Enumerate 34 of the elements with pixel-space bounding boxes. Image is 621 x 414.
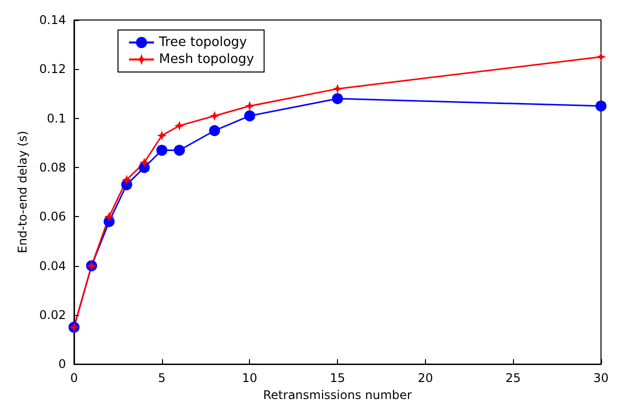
x-tick-label: 20	[418, 371, 433, 386]
point	[158, 132, 166, 140]
point	[175, 122, 184, 130]
y-tick-label: 0	[58, 357, 66, 372]
y-tick-label: 0.04	[39, 258, 66, 273]
point	[332, 93, 343, 104]
y-tick-label: 0.12	[39, 62, 66, 76]
legend-label: Tree topology	[158, 35, 248, 50]
x-tick-label: 15	[330, 371, 346, 386]
y-tick-label: 0.1	[46, 111, 66, 126]
point	[246, 102, 254, 110]
point	[209, 125, 220, 136]
x-tick-label: 30	[593, 371, 609, 386]
x-tick-label: 25	[506, 371, 521, 386]
point	[140, 158, 148, 167]
point	[597, 52, 605, 61]
point	[105, 212, 114, 221]
point	[244, 110, 256, 122]
x-tick-label: 5	[158, 371, 166, 386]
point	[174, 144, 185, 156]
point	[156, 144, 168, 156]
point	[122, 176, 131, 184]
x-tick-label: 10	[242, 371, 258, 386]
x-tick-label: 0	[70, 371, 78, 386]
y-axis-title: End-to-end delay (s)	[15, 130, 30, 254]
y-tick-label: 0.02	[39, 308, 66, 322]
legend-label: Mesh topology	[159, 52, 254, 67]
y-tick-label: 0.06	[39, 210, 66, 224]
y-tick-label: 0.14	[39, 13, 66, 27]
point	[334, 84, 342, 93]
y-tick-label: 0.08	[39, 160, 66, 174]
point	[210, 112, 219, 120]
x-axis-title: Retransmissions number	[263, 388, 412, 402]
point	[596, 100, 606, 112]
